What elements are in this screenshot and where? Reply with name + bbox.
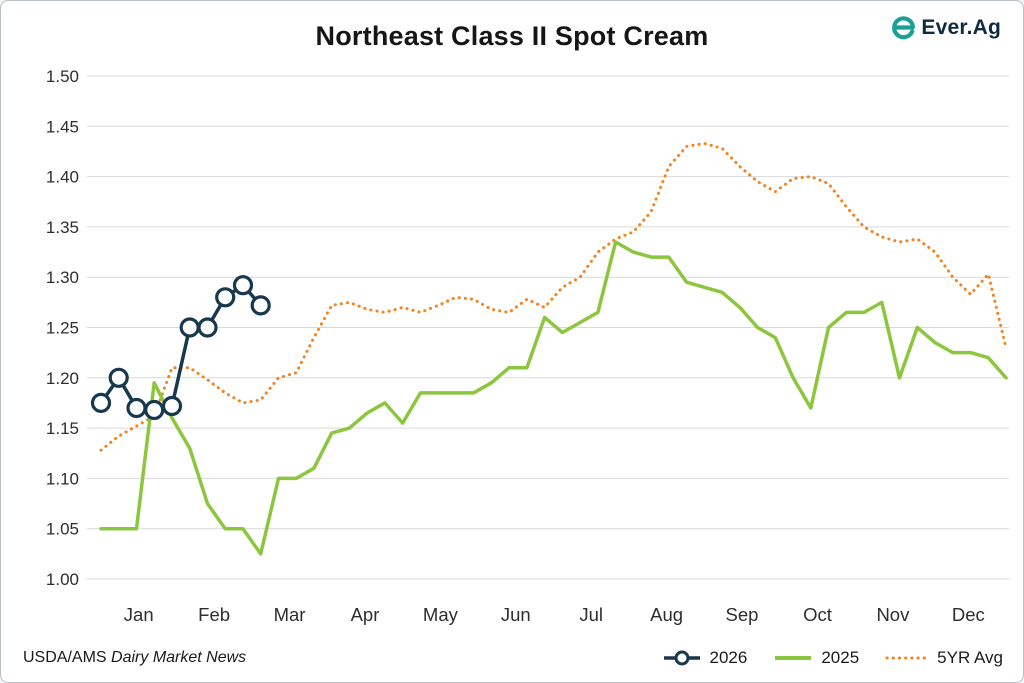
legend-swatch-5yr-avg	[885, 656, 929, 660]
series-2026-marker	[126, 397, 147, 419]
brand-wordmark: Ever.Ag	[921, 15, 1001, 39]
legend-swatch-2026	[663, 650, 700, 666]
legend-item-5yr-avg: 5YR Avg	[885, 648, 1003, 668]
source-org: USDA/AMS	[23, 649, 107, 666]
series-5yr-avg-line	[99, 141, 1008, 452]
chart-footer: USDA/AMS Dairy Market News 2026 2025	[23, 648, 1003, 668]
y-axis-label: 1.30	[46, 268, 79, 287]
series-2026-marker	[179, 317, 200, 338]
legend-swatch-2025	[775, 656, 812, 660]
x-axis-label: Dec	[952, 604, 985, 625]
series-2026-marker	[161, 395, 183, 417]
x-axis-label: Apr	[351, 604, 380, 625]
ever-ag-e-icon	[892, 16, 916, 40]
y-axis-label: 1.05	[46, 520, 79, 539]
series-2026-marker	[250, 295, 271, 316]
x-axis-label: May	[423, 604, 459, 625]
brand-logo: Ever.Ag	[891, 15, 1001, 40]
chart-title: Northeast Class II Spot Cream	[315, 21, 709, 51]
legend-label-5yr-avg: 5YR Avg	[937, 648, 1003, 667]
legend-item-2026: 2026	[662, 648, 748, 668]
legend-label-2025: 2025	[821, 648, 860, 667]
x-axis-label: Jan	[124, 604, 154, 625]
y-axis-label: 1.20	[46, 369, 79, 388]
y-axis-label: 1.40	[46, 168, 79, 187]
legend-item-2025: 2025	[773, 648, 859, 668]
source-publication: Dairy Market News	[111, 649, 247, 666]
series-2026-line	[99, 283, 263, 412]
series-2026-marker	[232, 275, 254, 296]
y-axis-label: 1.15	[46, 419, 79, 438]
y-axis-label: 1.25	[46, 319, 79, 338]
series-2026-marker	[90, 392, 112, 413]
source-attribution: USDA/AMS Dairy Market News	[23, 649, 246, 667]
series-2026-marker	[197, 317, 218, 338]
y-axis-label: 1.00	[46, 570, 79, 589]
x-axis-label: Oct	[803, 604, 832, 625]
series-2026-marker	[144, 399, 165, 421]
x-axis-label: Mar	[274, 604, 306, 625]
x-axis-label: Jun	[501, 604, 531, 625]
y-axis-label: 1.10	[46, 469, 79, 488]
x-axis-label: Jul	[579, 604, 603, 625]
y-axis-label: 1.50	[46, 67, 79, 86]
series-2026-marker	[108, 367, 129, 388]
x-axis-label: Aug	[650, 604, 683, 625]
x-axis-label: Feb	[198, 604, 230, 625]
series-2025-line	[99, 240, 1008, 556]
x-axis-label: Nov	[876, 604, 910, 625]
chart-legend: 2026 2025 5YR Avg	[662, 648, 1003, 668]
y-axis-label: 1.35	[46, 218, 79, 237]
series-2026-marker	[215, 287, 236, 308]
y-axis-label: 1.45	[46, 117, 79, 136]
legend-label-2026: 2026	[709, 648, 748, 667]
legend-swatch-2026-marker	[674, 650, 689, 666]
x-axis-label: Sep	[726, 604, 759, 625]
